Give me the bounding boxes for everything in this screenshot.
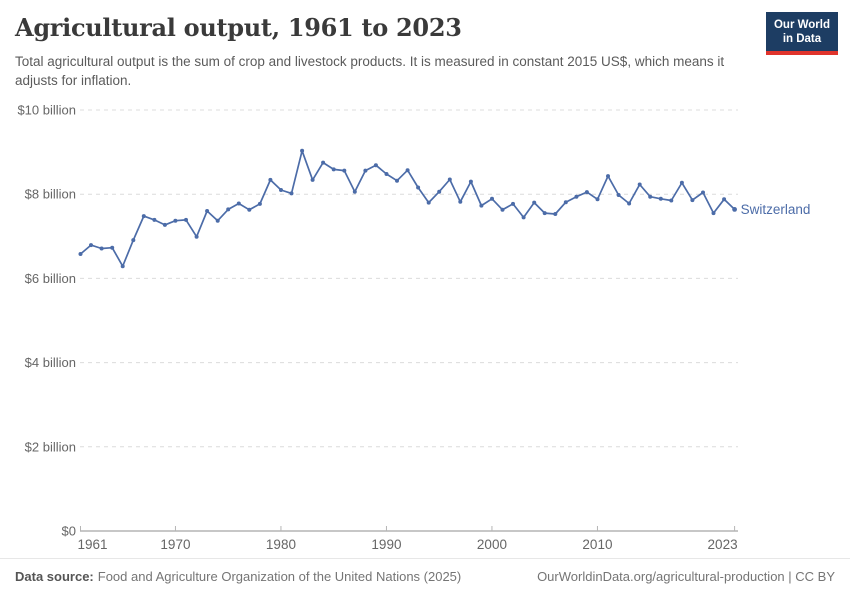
data-point bbox=[511, 201, 515, 206]
data-point bbox=[616, 193, 621, 197]
x-tick-label: 1980 bbox=[266, 537, 296, 552]
y-axis-label: $4 billion bbox=[25, 355, 76, 370]
data-point bbox=[99, 246, 104, 251]
data-point bbox=[468, 179, 473, 184]
data-point bbox=[648, 194, 653, 199]
data-point bbox=[479, 203, 484, 208]
data-point bbox=[416, 185, 421, 190]
y-axis-label: $8 billion bbox=[25, 187, 76, 202]
data-point bbox=[701, 190, 705, 195]
data-point bbox=[669, 198, 674, 203]
y-axis-label: $6 billion bbox=[25, 271, 76, 286]
data-point bbox=[289, 191, 294, 196]
data-point bbox=[679, 180, 684, 185]
chart-footer: Data source: Food and Agriculture Organiz… bbox=[0, 558, 850, 584]
x-tick-label: 2010 bbox=[582, 537, 612, 552]
data-point bbox=[152, 217, 157, 222]
data-point bbox=[627, 201, 632, 206]
data-point bbox=[437, 189, 442, 194]
data-point bbox=[458, 199, 463, 204]
data-point bbox=[321, 160, 326, 165]
data-point bbox=[279, 188, 283, 192]
data-point bbox=[426, 200, 431, 205]
data-point bbox=[205, 209, 210, 213]
x-tick-label: 1970 bbox=[160, 537, 190, 552]
data-point bbox=[373, 163, 378, 168]
data-point bbox=[342, 168, 347, 173]
data-point bbox=[595, 197, 600, 202]
owid-logo[interactable]: Our World in Data bbox=[765, 12, 838, 55]
data-point bbox=[658, 196, 663, 201]
data-source: Data source: Food and Agriculture Organiz… bbox=[15, 569, 461, 584]
data-point bbox=[521, 215, 526, 220]
x-tick-label: 2023 bbox=[708, 537, 738, 552]
data-source-value: Food and Agriculture Organization of the… bbox=[97, 569, 462, 584]
data-point bbox=[395, 178, 399, 183]
data-point bbox=[363, 168, 368, 173]
data-point bbox=[500, 207, 505, 212]
data-point bbox=[563, 200, 568, 205]
data-point bbox=[226, 207, 231, 212]
data-point bbox=[131, 238, 136, 243]
x-tick-label: 1990 bbox=[371, 537, 401, 552]
chart-subtitle: Total agricultural output is the sum of … bbox=[15, 54, 725, 89]
data-line-switzerland bbox=[79, 149, 736, 268]
x-tick-label: 2000 bbox=[477, 537, 507, 552]
data-point bbox=[637, 182, 642, 187]
data-point bbox=[690, 198, 695, 203]
data-point bbox=[184, 217, 188, 222]
data-point bbox=[606, 174, 610, 179]
data-point bbox=[574, 194, 579, 199]
data-point bbox=[247, 207, 252, 212]
y-axis-label: $0 bbox=[62, 524, 76, 539]
data-point bbox=[331, 167, 336, 172]
y-axis-label: $2 billion bbox=[25, 439, 76, 454]
data-point bbox=[732, 207, 737, 212]
data-point bbox=[711, 211, 716, 216]
owid-logo-line2: in Data bbox=[782, 33, 822, 46]
data-point bbox=[542, 211, 547, 216]
page-title: Agricultural output, 1961 to 2023 bbox=[15, 13, 462, 42]
data-point bbox=[722, 197, 727, 202]
data-point bbox=[300, 148, 305, 153]
data-point bbox=[310, 177, 315, 182]
data-point bbox=[447, 177, 452, 182]
data-point bbox=[405, 168, 410, 173]
data-point bbox=[384, 172, 389, 176]
attribution-link[interactable]: OurWorldinData.org/agricultural-producti… bbox=[537, 569, 835, 584]
data-source-label: Data source: bbox=[15, 569, 94, 584]
data-point bbox=[194, 234, 199, 239]
data-point bbox=[490, 196, 494, 201]
data-point bbox=[584, 190, 589, 195]
data-point bbox=[352, 189, 357, 194]
data-point bbox=[257, 201, 262, 206]
data-point bbox=[268, 177, 273, 182]
data-point bbox=[173, 218, 178, 223]
series-label-switzerland[interactable]: Switzerland bbox=[741, 202, 811, 217]
data-point bbox=[532, 200, 537, 205]
x-tick-label: 1961 bbox=[78, 537, 108, 552]
data-point bbox=[78, 252, 83, 256]
data-point bbox=[215, 218, 220, 223]
y-axis-label: $10 billion bbox=[17, 103, 76, 118]
data-point bbox=[162, 222, 167, 227]
data-point bbox=[110, 245, 115, 250]
data-point bbox=[141, 214, 146, 219]
owid-logo-line1: Our World bbox=[773, 19, 830, 31]
data-point bbox=[236, 201, 241, 206]
data-point bbox=[120, 264, 125, 269]
data-point bbox=[89, 243, 93, 248]
data-point bbox=[553, 212, 558, 216]
